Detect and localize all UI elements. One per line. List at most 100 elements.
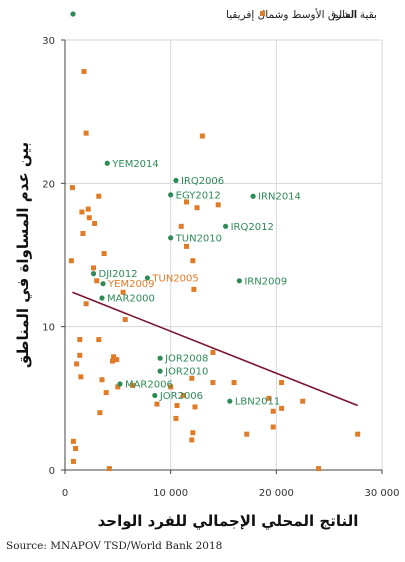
rest-of-world-point-9 xyxy=(79,209,85,215)
rest-of-world-point-36 xyxy=(231,380,237,386)
source-note: Source: MNAPOV TSD/World Bank 2018 xyxy=(6,540,223,552)
mena-point-0 xyxy=(104,160,110,166)
rest-of-world-point-31 xyxy=(78,374,84,380)
rest-of-world-point-13 xyxy=(80,231,86,236)
rest-of-world-point-32 xyxy=(99,377,105,383)
rest-of-world-point-42 xyxy=(180,392,186,398)
rest-of-world-point-18 xyxy=(190,258,196,264)
mena-point-label-10: MAR2000 xyxy=(107,294,155,305)
rest-of-world-point-52 xyxy=(270,424,276,430)
rest-of-world-point-16 xyxy=(68,258,74,264)
rest-of-world-point-29 xyxy=(74,361,80,367)
rest-of-world-point-46 xyxy=(174,403,180,408)
legend-rest-marker xyxy=(260,11,265,16)
rest-of-world-point-48 xyxy=(279,405,285,411)
mena-point-4 xyxy=(168,235,174,241)
rest-of-world-point-26 xyxy=(77,352,83,358)
rest-of-world-point-57 xyxy=(189,437,195,443)
x-tick-label-3: 30 000 xyxy=(365,488,400,499)
rest-of-world-point-37 xyxy=(279,380,285,386)
mena-point-8 xyxy=(144,275,151,281)
rest-of-world-point-34 xyxy=(189,375,195,381)
mena-point-label-0: YEM2014 xyxy=(111,159,159,170)
mena-point-11 xyxy=(157,355,163,361)
legend: الشرق الأوسط وشمال إفريقيا بقية العالم xyxy=(70,8,377,21)
trend-line xyxy=(72,291,358,407)
y-tick-label-3: 30 xyxy=(42,36,55,47)
mena-point-label-1: IRQ2006 xyxy=(181,176,224,187)
rest-of-world-point-44 xyxy=(300,398,306,404)
rest-of-world-point-23 xyxy=(122,317,128,322)
rest-of-world-point-35 xyxy=(210,380,216,386)
y-tick-label-1: 10 xyxy=(42,323,55,334)
rest-of-world-point-14 xyxy=(101,251,107,257)
y-tick-label-2: 20 xyxy=(42,179,55,190)
mena-point-7 xyxy=(100,281,106,287)
rest-of-world-point-41 xyxy=(103,390,109,396)
mena-point-label-11: JOR2008 xyxy=(164,354,208,365)
rest-of-world-point-12 xyxy=(178,223,184,229)
rest-of-world-point-19 xyxy=(94,278,100,284)
mena-point-label-13: MAR2006 xyxy=(125,380,173,391)
rest-of-world-point-3 xyxy=(69,185,75,191)
mena-point-label-6: DJI2012 xyxy=(99,269,138,280)
x-tick-label-1: 10 000 xyxy=(153,488,188,499)
rest-of-world-point-5 xyxy=(184,199,190,205)
mena-point-label-9: IRN2009 xyxy=(244,276,287,287)
rest-of-world-point-30 xyxy=(110,358,116,364)
rest-of-world-point-4 xyxy=(96,193,102,199)
rest-of-world-point-59 xyxy=(70,458,76,464)
mena-point-label-3: IRN2014 xyxy=(258,192,301,203)
rest-of-world-point-40 xyxy=(130,382,136,388)
x-axis-title: الناتج المحلي الإجمالي للفرد الواحد xyxy=(98,512,359,530)
y-tick-label-0: 0 xyxy=(49,466,55,477)
rest-of-world-point-20 xyxy=(191,286,197,292)
mena-point-3 xyxy=(250,193,256,199)
rest-of-world-point-27 xyxy=(111,354,117,360)
rest-of-world-point-6 xyxy=(215,202,221,208)
mena-point-12 xyxy=(157,368,163,374)
mena-point-2 xyxy=(168,192,174,198)
rest-of-world-point-2 xyxy=(199,133,205,139)
mena-point-label-2: EGY2012 xyxy=(176,190,221,201)
trend-line-group xyxy=(72,291,358,407)
mena-point-10 xyxy=(99,295,105,301)
mena-point-14 xyxy=(152,392,158,399)
mena-point-label-15: LBN2011 xyxy=(235,397,280,408)
rest-of-world-point-17 xyxy=(91,265,97,271)
rest-of-world-point-45 xyxy=(154,401,160,407)
rest-of-world-point-11 xyxy=(92,220,98,226)
rest-of-world-point-53 xyxy=(190,430,196,436)
rest-of-world-point-8 xyxy=(85,206,91,212)
rest-of-world-point-0 xyxy=(81,69,87,75)
axes: 0 10 000 20 000 30 000 0 10 20 30 xyxy=(42,36,399,499)
x-tick-label-0: 0 xyxy=(62,488,68,499)
mena-point-5 xyxy=(223,223,229,229)
mena-point-label-14: JOR2006 xyxy=(159,391,203,402)
rest-of-world-point-33 xyxy=(210,349,216,355)
rest-of-world-point-22 xyxy=(83,301,89,307)
mena-point-15 xyxy=(227,398,233,404)
rest-of-world-point-49 xyxy=(192,404,198,410)
mena-point-label-7: YEM2009 xyxy=(107,279,155,290)
rest-of-world-point-7 xyxy=(194,205,200,211)
grid-lines xyxy=(64,39,383,471)
mena-point-label-4: TUN2010 xyxy=(175,233,222,244)
rest-of-world-point-51 xyxy=(173,415,179,421)
rest-of-world-point-10 xyxy=(86,215,92,221)
rest-of-world-point-54 xyxy=(244,431,250,437)
mena-point-13 xyxy=(117,381,123,387)
rest-of-world-point-50 xyxy=(97,410,103,416)
x-tick-label-2: 20 000 xyxy=(259,488,294,499)
mena-point-6 xyxy=(90,271,97,277)
rest-of-world-point-21 xyxy=(120,289,126,295)
rest-of-world-point-58 xyxy=(73,446,79,451)
rest-of-world-point-61 xyxy=(316,466,322,472)
mena-point-label-12: JOR2010 xyxy=(164,367,208,378)
mena-point-9 xyxy=(236,278,242,284)
rest-of-world-point-60 xyxy=(106,466,112,472)
rest-of-world-point-38 xyxy=(115,384,121,390)
mena-point-1 xyxy=(173,177,179,184)
legend-mena-marker xyxy=(70,11,76,17)
